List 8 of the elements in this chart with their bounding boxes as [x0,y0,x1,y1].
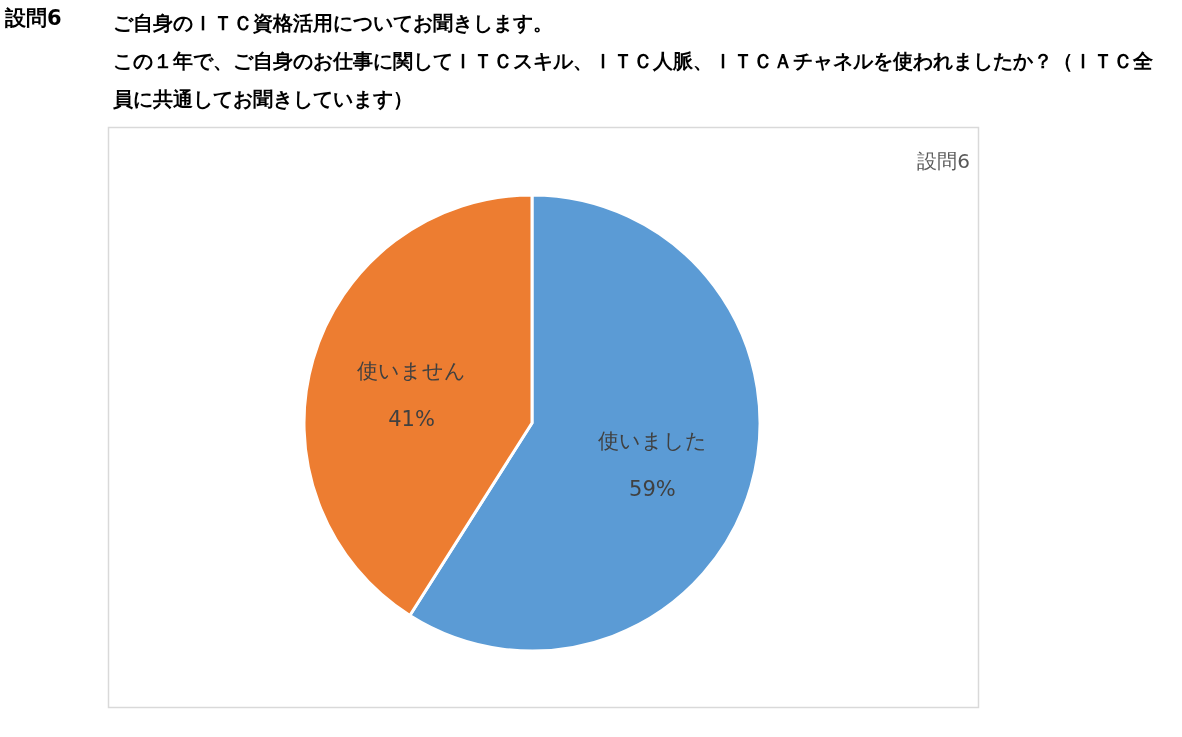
text: 設問6 [5,5,62,32]
data-label: 41% [388,407,435,432]
slice-label: 使いません [357,359,467,384]
chart-subtitle: ご自身のＩＴＣ資格活用についてお聞きします。 [113,10,554,37]
data-label: 59% [629,476,676,501]
text: この１年で、ご自身のお仕事に関してＩＴＣスキル、ＩＴＣ人脈、ＩＴＣＡチャネルを使われましたか？（ＩＴＣ全員に共通してお聞きしています） [113,48,1154,113]
text: 設問6 [917,149,970,173]
slice-label: 使いました [597,428,707,453]
